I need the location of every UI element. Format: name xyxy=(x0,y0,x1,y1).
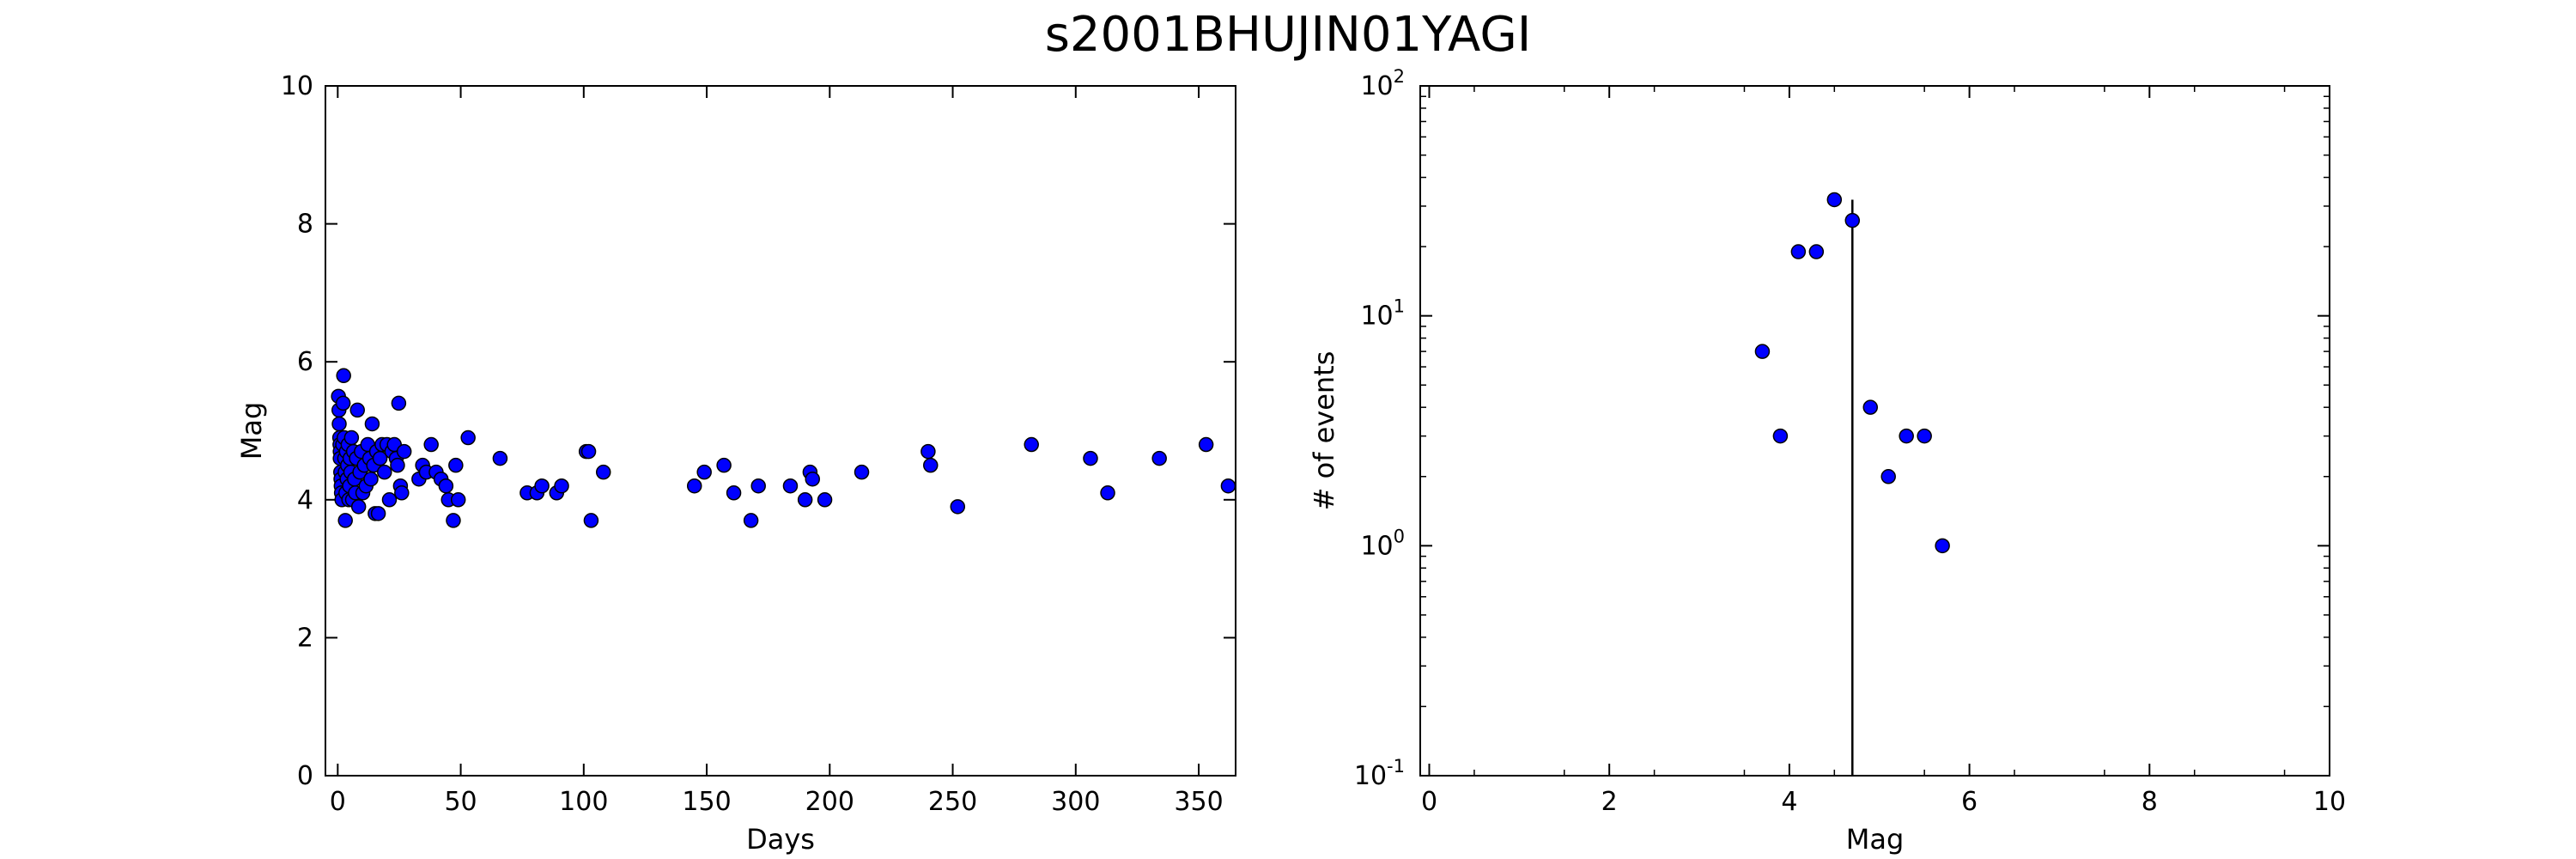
data-point xyxy=(1772,428,1789,444)
data-point xyxy=(1754,344,1771,359)
mag-frequency-panel: 0 2 4 6 8 10 102 101 100 10-1 Mag # of events xyxy=(1308,66,2346,856)
data-point xyxy=(1100,485,1115,501)
y-tick-label: 8 xyxy=(297,210,313,240)
y-tick-label: 100 xyxy=(1360,526,1405,561)
data-point xyxy=(583,513,599,528)
data-point xyxy=(337,513,353,528)
y-tick-label: 4 xyxy=(297,485,313,515)
data-point xyxy=(1220,478,1236,494)
data-point xyxy=(1826,192,1843,208)
y-axis-label: # of events xyxy=(1308,351,1340,511)
data-point xyxy=(450,492,466,508)
y-tick-label: 10-1 xyxy=(1354,756,1405,791)
plot-frame xyxy=(1419,85,2330,777)
x-axis-label: Mag xyxy=(1846,823,1905,856)
data-point xyxy=(390,457,405,473)
data-point xyxy=(1862,399,1879,415)
data-point xyxy=(423,436,439,453)
y-tick-label: 2 xyxy=(297,623,313,653)
data-point xyxy=(438,478,454,494)
data-point xyxy=(364,416,380,432)
x-tick-label: 2 xyxy=(1601,787,1618,817)
data-point xyxy=(1198,436,1214,453)
data-point xyxy=(1024,436,1039,453)
data-point xyxy=(335,395,351,411)
data-point xyxy=(750,478,766,494)
data-point xyxy=(782,478,799,494)
data-point xyxy=(492,450,508,466)
figure-title: s2001BHUJIN01YAGI xyxy=(1044,7,1532,63)
data-point xyxy=(1880,469,1896,484)
x-tick-label: 0 xyxy=(330,787,346,817)
plot-frame xyxy=(325,85,1236,777)
y-tick-label: 6 xyxy=(297,347,313,377)
data-point xyxy=(1790,244,1807,259)
data-point xyxy=(350,499,367,515)
data-point xyxy=(331,416,347,432)
x-tick-label: 350 xyxy=(1174,787,1223,817)
data-point xyxy=(1917,428,1932,444)
y-tick-label: 101 xyxy=(1360,296,1405,332)
data-point xyxy=(580,443,597,460)
data-point xyxy=(448,457,464,473)
y-tick-label: 10 xyxy=(281,71,313,101)
data-point xyxy=(797,492,813,508)
x-tick-label: 6 xyxy=(1961,787,1978,817)
data-point xyxy=(336,368,351,384)
data-point xyxy=(1844,212,1861,228)
days-vs-mag-panel: 0 50 100 150 200 250 300 350 0 2 4 6 8 10 Days Mag xyxy=(235,71,1236,856)
data-point xyxy=(854,464,870,480)
data-point xyxy=(460,430,476,446)
data-point xyxy=(394,485,410,501)
data-point xyxy=(743,513,759,528)
x-tick-label: 300 xyxy=(1051,787,1100,817)
x-tick-label: 250 xyxy=(928,787,977,817)
data-point xyxy=(391,395,407,411)
data-point xyxy=(1899,428,1914,444)
x-tick-label: 150 xyxy=(682,787,731,817)
data-point xyxy=(554,478,569,494)
data-point xyxy=(1808,244,1825,259)
x-tick-label: 200 xyxy=(805,787,854,817)
data-point xyxy=(817,492,833,508)
data-point xyxy=(396,443,412,460)
x-axis-label: Days xyxy=(746,823,815,856)
data-point xyxy=(381,492,398,508)
data-point xyxy=(1151,450,1167,466)
data-point xyxy=(595,464,611,480)
data-point xyxy=(534,478,550,494)
data-point xyxy=(370,506,386,521)
x-tick-label: 0 xyxy=(1421,787,1437,817)
data-point xyxy=(1935,538,1950,554)
data-point xyxy=(1083,450,1098,466)
data-point xyxy=(343,430,360,446)
data-point xyxy=(377,464,392,480)
x-tick-label: 10 xyxy=(2313,787,2346,817)
x-tick-label: 8 xyxy=(2142,787,2158,817)
data-point xyxy=(716,457,732,473)
data-point xyxy=(696,464,712,480)
x-tick-label: 50 xyxy=(444,787,477,817)
data-point xyxy=(349,402,365,418)
x-tick-label: 100 xyxy=(559,787,608,817)
y-axis-label: Mag xyxy=(235,402,268,460)
y-tick-label: 102 xyxy=(1360,66,1405,101)
data-point xyxy=(726,485,742,501)
data-point xyxy=(686,478,702,494)
y-tick-label: 0 xyxy=(297,761,313,791)
data-point xyxy=(363,471,379,487)
data-point xyxy=(923,457,939,473)
data-point xyxy=(920,443,936,460)
data-point xyxy=(446,513,461,528)
data-point xyxy=(805,471,820,487)
x-tick-label: 4 xyxy=(1781,787,1797,817)
data-point xyxy=(950,499,966,515)
